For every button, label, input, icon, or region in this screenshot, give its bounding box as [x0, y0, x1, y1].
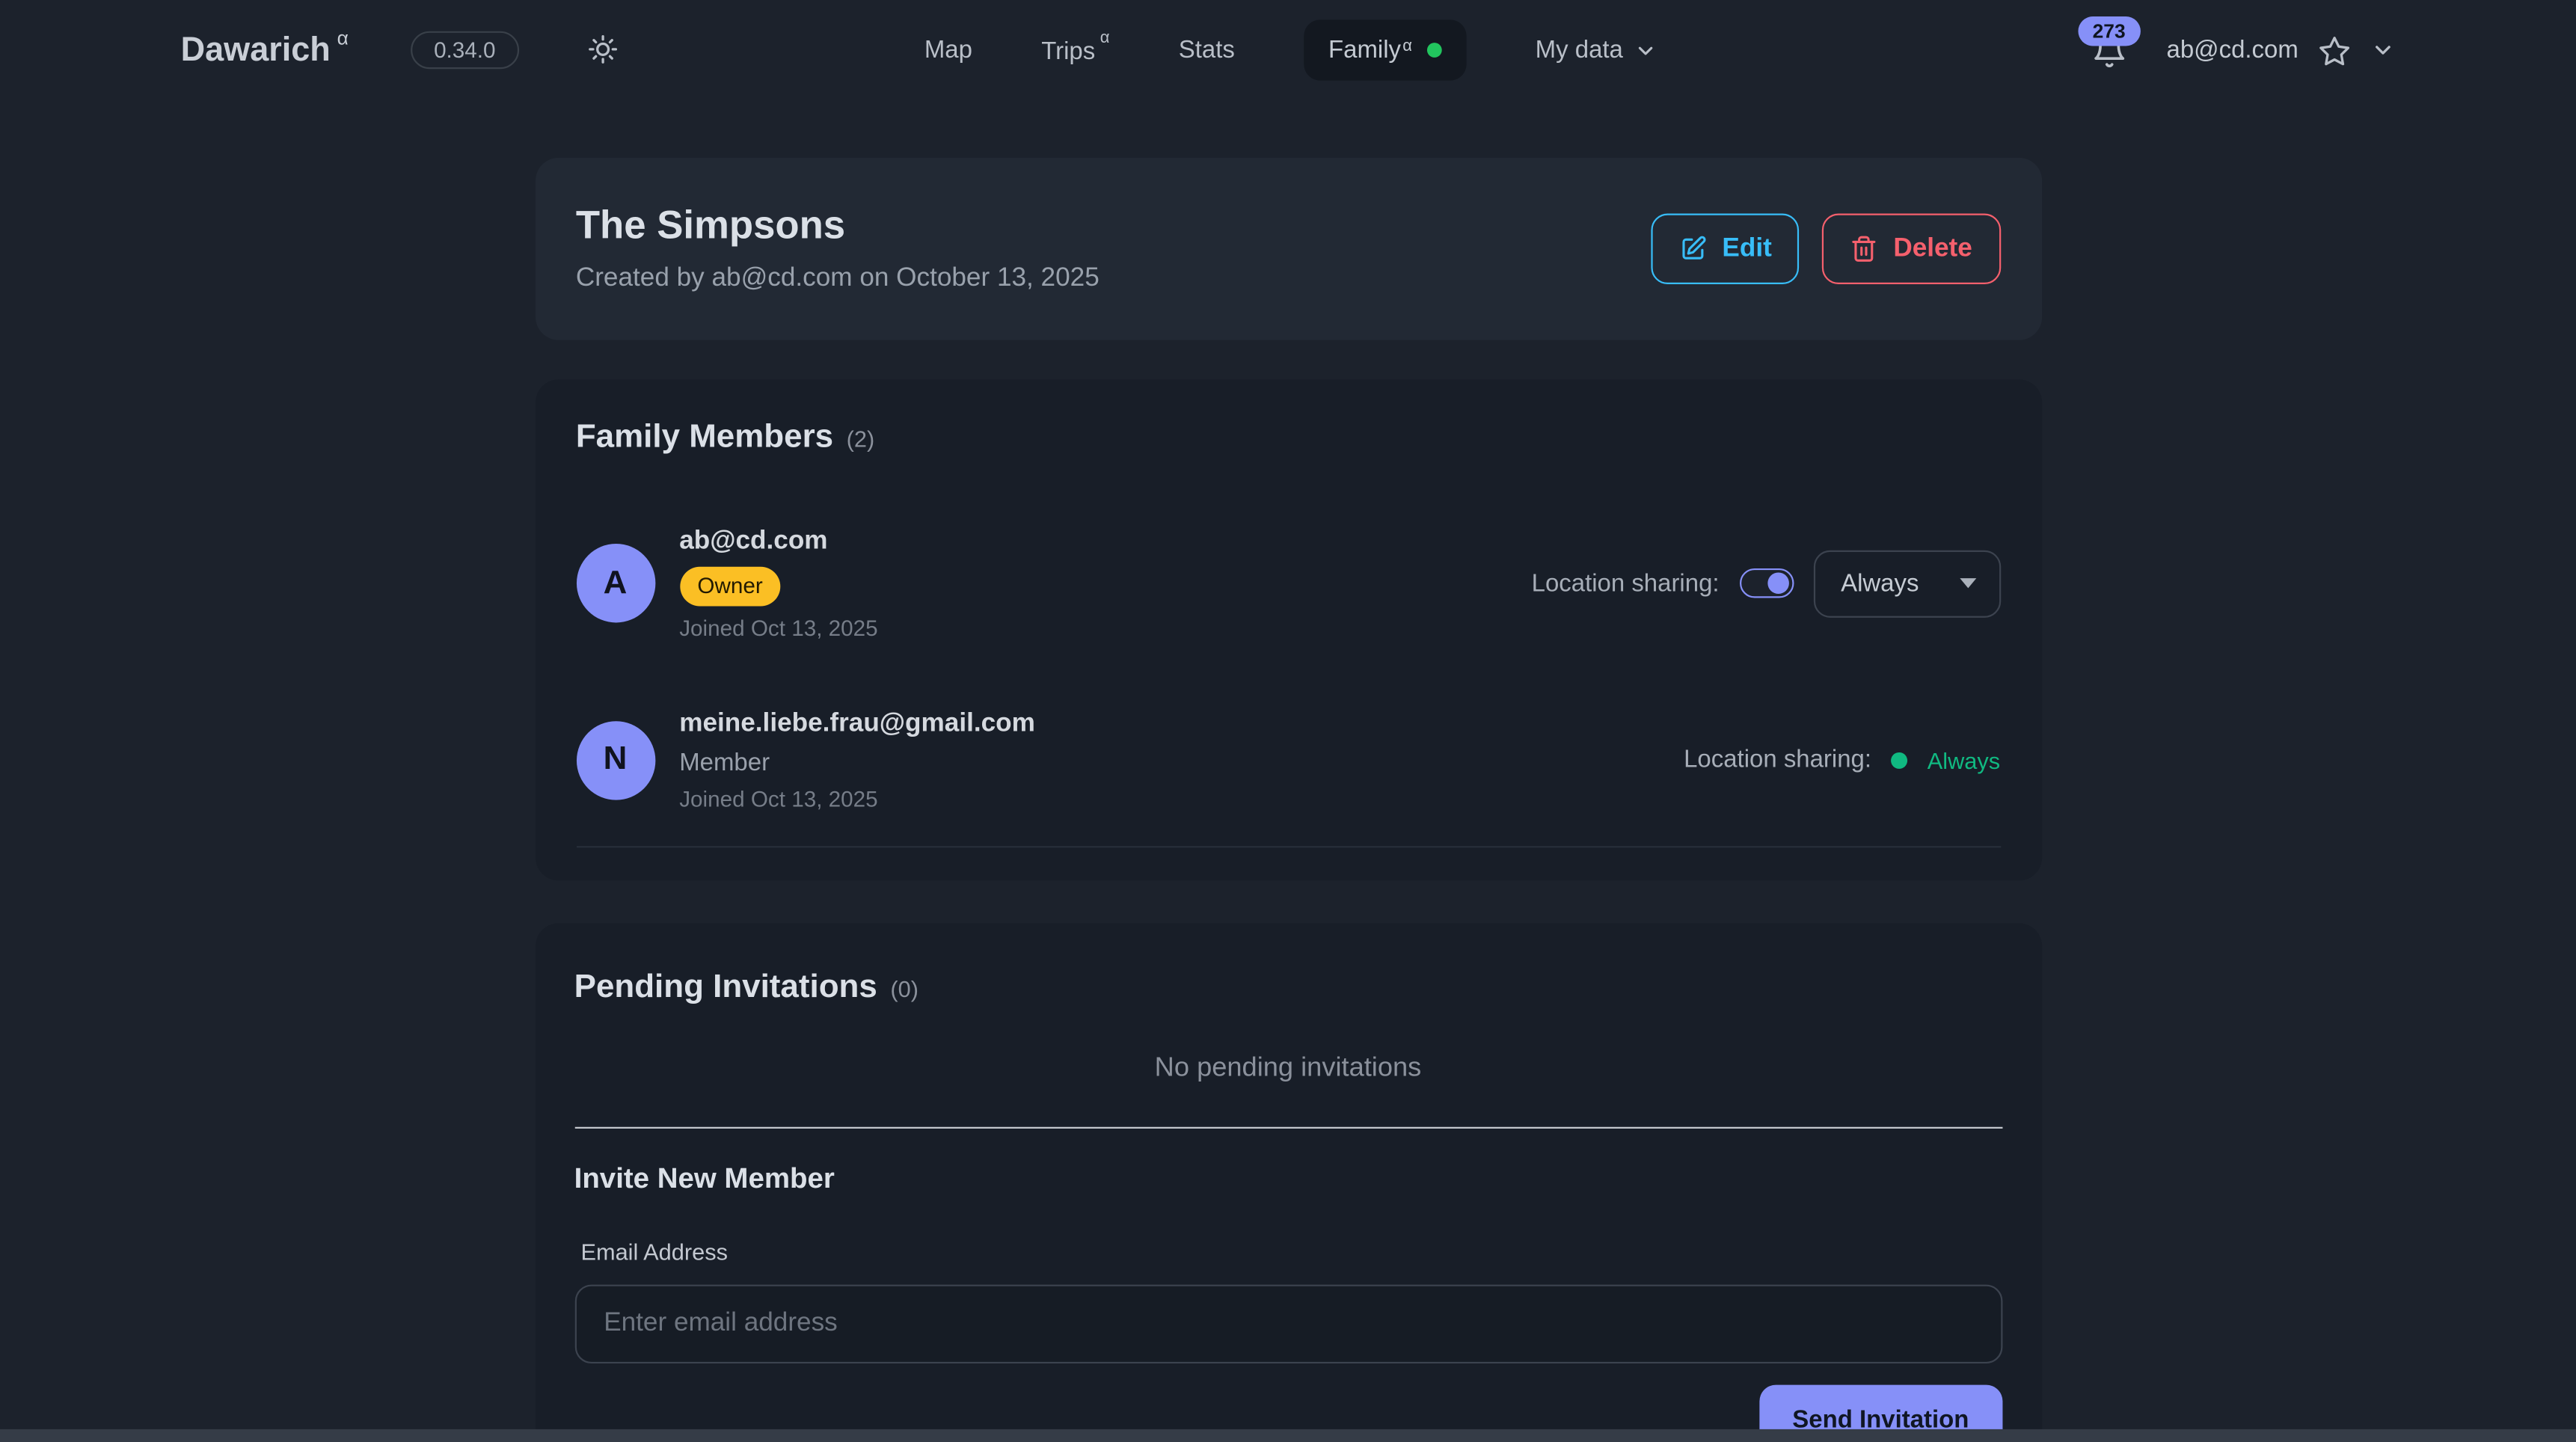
nav-item-trips[interactable]: Trips α: [1041, 28, 1110, 65]
email-address-label: Email Address: [580, 1238, 728, 1265]
members-count: (2): [846, 425, 875, 452]
family-alpha-sup: α: [1402, 37, 1412, 56]
status-green-dot: [1891, 751, 1908, 768]
notification-count-badge: 273: [2077, 15, 2141, 46]
theme-toggle-button[interactable]: [588, 35, 618, 65]
no-pending-invitations-text: No pending invitations: [1154, 1052, 1422, 1082]
star-icon[interactable]: [2318, 34, 2351, 67]
invitations-title: Pending Invitations: [574, 968, 877, 1005]
avatar: N: [575, 720, 655, 800]
pending-invitations-card: Pending Invitations (0) No pending invit…: [534, 922, 2042, 1442]
section-divider: [574, 1126, 2002, 1128]
invitations-card-header: Pending Invitations (0): [574, 969, 2002, 1007]
member-row-owner: A ab@cd.com Owner Joined Oct 13, 2025 Lo…: [575, 493, 2001, 675]
brand-logo[interactable]: Dawarich α: [180, 26, 349, 70]
family-online-dot: [1426, 43, 1442, 58]
family-header-card: The Simpsons Created by ab@cd.com on Oct…: [534, 157, 2042, 340]
nav-item-map[interactable]: Map: [924, 36, 972, 64]
family-header-text: The Simpsons Created by ab@cd.com on Oct…: [576, 203, 1100, 294]
member-email: ab@cd.com: [679, 527, 828, 556]
user-email[interactable]: ab@cd.com: [2166, 36, 2299, 64]
member-email: meine.liebe.frau@gmail.com: [679, 708, 1035, 737]
nav-item-family-active[interactable]: Family α: [1304, 19, 1467, 81]
sharing-frequency-select[interactable]: Always: [1812, 550, 2001, 618]
sharing-status-value: Always: [1927, 746, 2001, 773]
chevron-down-icon: [1634, 39, 1657, 62]
pencil-edit-icon: [1679, 235, 1707, 263]
member-sharing-status: Location sharing: Always: [1684, 746, 2000, 773]
notifications-button[interactable]: 273: [2077, 15, 2141, 68]
trips-alpha-sup: α: [1100, 28, 1110, 47]
member-row-member: N meine.liebe.frau@gmail.com Member Join…: [575, 675, 2000, 845]
location-sharing-toggle[interactable]: [1738, 568, 1794, 599]
member-joined-date: Joined Oct 13, 2025: [679, 786, 878, 811]
page-title: The Simpsons: [575, 203, 846, 248]
members-card-header: Family Members (2): [576, 419, 2000, 457]
toggle-knob: [1767, 573, 1789, 595]
member-joined-date: Joined Oct 13, 2025: [679, 615, 878, 640]
members-title: Family Members: [575, 419, 834, 455]
navbar-left: Dawarich α 0.34.0: [0, 26, 618, 71]
invitations-count: (0): [890, 975, 919, 1001]
brand-alpha-sup: α: [337, 26, 349, 50]
location-sharing-label: Location sharing:: [1684, 746, 1872, 774]
email-input[interactable]: [574, 1283, 2002, 1363]
main-content: The Simpsons Created by ab@cd.com on Oct…: [534, 157, 2042, 1442]
avatar: A: [575, 544, 655, 624]
navbar: Dawarich α 0.34.0 Map Trips α Stats: [0, 0, 2576, 100]
member-info: ab@cd.com Owner Joined Oct 13, 2025: [679, 527, 1531, 640]
family-created-subtitle: Created by ab@cd.com on October 13, 2025: [575, 264, 1100, 292]
owner-role-badge: Owner: [679, 566, 781, 606]
version-badge: 0.34.0: [411, 31, 519, 70]
trash-icon: [1850, 235, 1878, 263]
member-info: meine.liebe.frau@gmail.com Member Joined…: [679, 709, 1684, 811]
location-sharing-label: Location sharing:: [1531, 569, 1720, 598]
member-role-label: Member: [679, 748, 770, 776]
member-list: A ab@cd.com Owner Joined Oct 13, 2025 Lo…: [575, 493, 2001, 847]
user-menu-chevron-icon[interactable]: [2370, 38, 2395, 63]
nav-item-my-data[interactable]: My data: [1536, 36, 1657, 64]
nav-item-stats[interactable]: Stats: [1178, 36, 1235, 64]
family-members-card: Family Members (2) A ab@cd.com Owner Joi…: [534, 379, 2042, 880]
horizontal-scrollbar[interactable]: [0, 1429, 2576, 1442]
caret-down-icon: [1959, 578, 1976, 589]
navbar-right: 273 ab@cd.com: [2077, 0, 2576, 100]
sun-icon: [588, 35, 618, 65]
member-sharing-controls: Location sharing: Always: [1531, 550, 2001, 618]
invite-new-member-title: Invite New Member: [574, 1160, 835, 1194]
main-nav: Map Trips α Stats Family α My data: [924, 0, 1657, 100]
edit-family-button[interactable]: Edit: [1651, 213, 1800, 284]
delete-family-button[interactable]: Delete: [1822, 213, 2001, 284]
family-header-actions: Edit Delete: [1651, 213, 2001, 284]
